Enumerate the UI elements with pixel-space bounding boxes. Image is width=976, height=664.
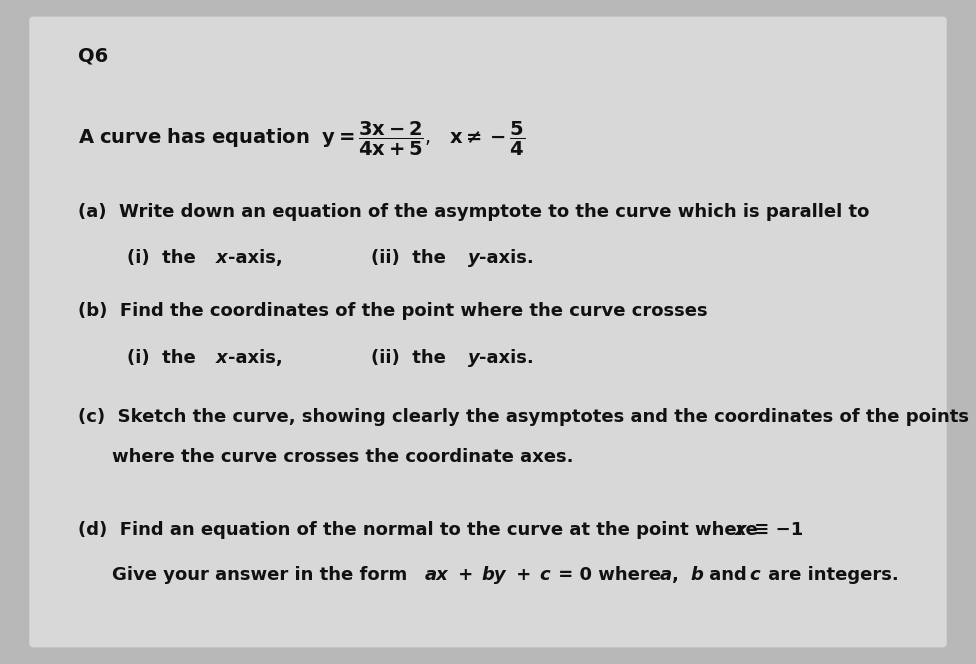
Text: (a)  Write down an equation of the asymptote to the curve which is parallel to: (a) Write down an equation of the asympt… — [78, 203, 870, 220]
Text: (d)  Find an equation of the normal to the curve at the point where: (d) Find an equation of the normal to th… — [78, 521, 764, 539]
Text: -axis.: -axis. — [479, 349, 534, 367]
Text: (i)  the: (i) the — [127, 349, 202, 367]
Text: (ii)  the: (ii) the — [371, 349, 452, 367]
Text: -axis.: -axis. — [479, 249, 534, 267]
Text: x: x — [216, 249, 227, 267]
Text: $\mathbf{A\ curve\ has\ equation}$  $\mathbf{y = \dfrac{3x-2}{4x+5}}$,   $\mathb: $\mathbf{A\ curve\ has\ equation}$ $\mat… — [78, 120, 525, 157]
Text: where the curve crosses the coordinate axes.: where the curve crosses the coordinate a… — [112, 448, 574, 466]
Text: c: c — [540, 566, 550, 584]
Text: x: x — [216, 349, 227, 367]
Text: (b)  Find the coordinates of the point where the curve crosses: (b) Find the coordinates of the point wh… — [78, 302, 708, 320]
Text: +: + — [452, 566, 479, 584]
Text: -axis,: -axis, — [228, 349, 283, 367]
Text: y: y — [468, 349, 479, 367]
Text: and: and — [703, 566, 752, 584]
Text: (ii)  the: (ii) the — [371, 249, 452, 267]
Text: Q6: Q6 — [78, 46, 108, 66]
Text: = 0 where: = 0 where — [552, 566, 668, 584]
Text: +: + — [510, 566, 538, 584]
Text: (i)  the: (i) the — [127, 249, 202, 267]
Text: are integers.: are integers. — [762, 566, 899, 584]
Text: -axis,: -axis, — [228, 249, 283, 267]
Text: x: x — [735, 521, 747, 539]
Text: a: a — [660, 566, 671, 584]
Text: ≡ −1: ≡ −1 — [748, 521, 803, 539]
Text: c: c — [750, 566, 760, 584]
Text: (c)  Sketch the curve, showing clearly the asymptotes and the coordinates of the: (c) Sketch the curve, showing clearly th… — [78, 408, 969, 426]
Text: ax: ax — [425, 566, 448, 584]
Text: b: b — [690, 566, 703, 584]
Text: y: y — [468, 249, 479, 267]
Text: ,: , — [672, 566, 685, 584]
Text: Give your answer in the form: Give your answer in the form — [112, 566, 414, 584]
Text: by: by — [481, 566, 506, 584]
